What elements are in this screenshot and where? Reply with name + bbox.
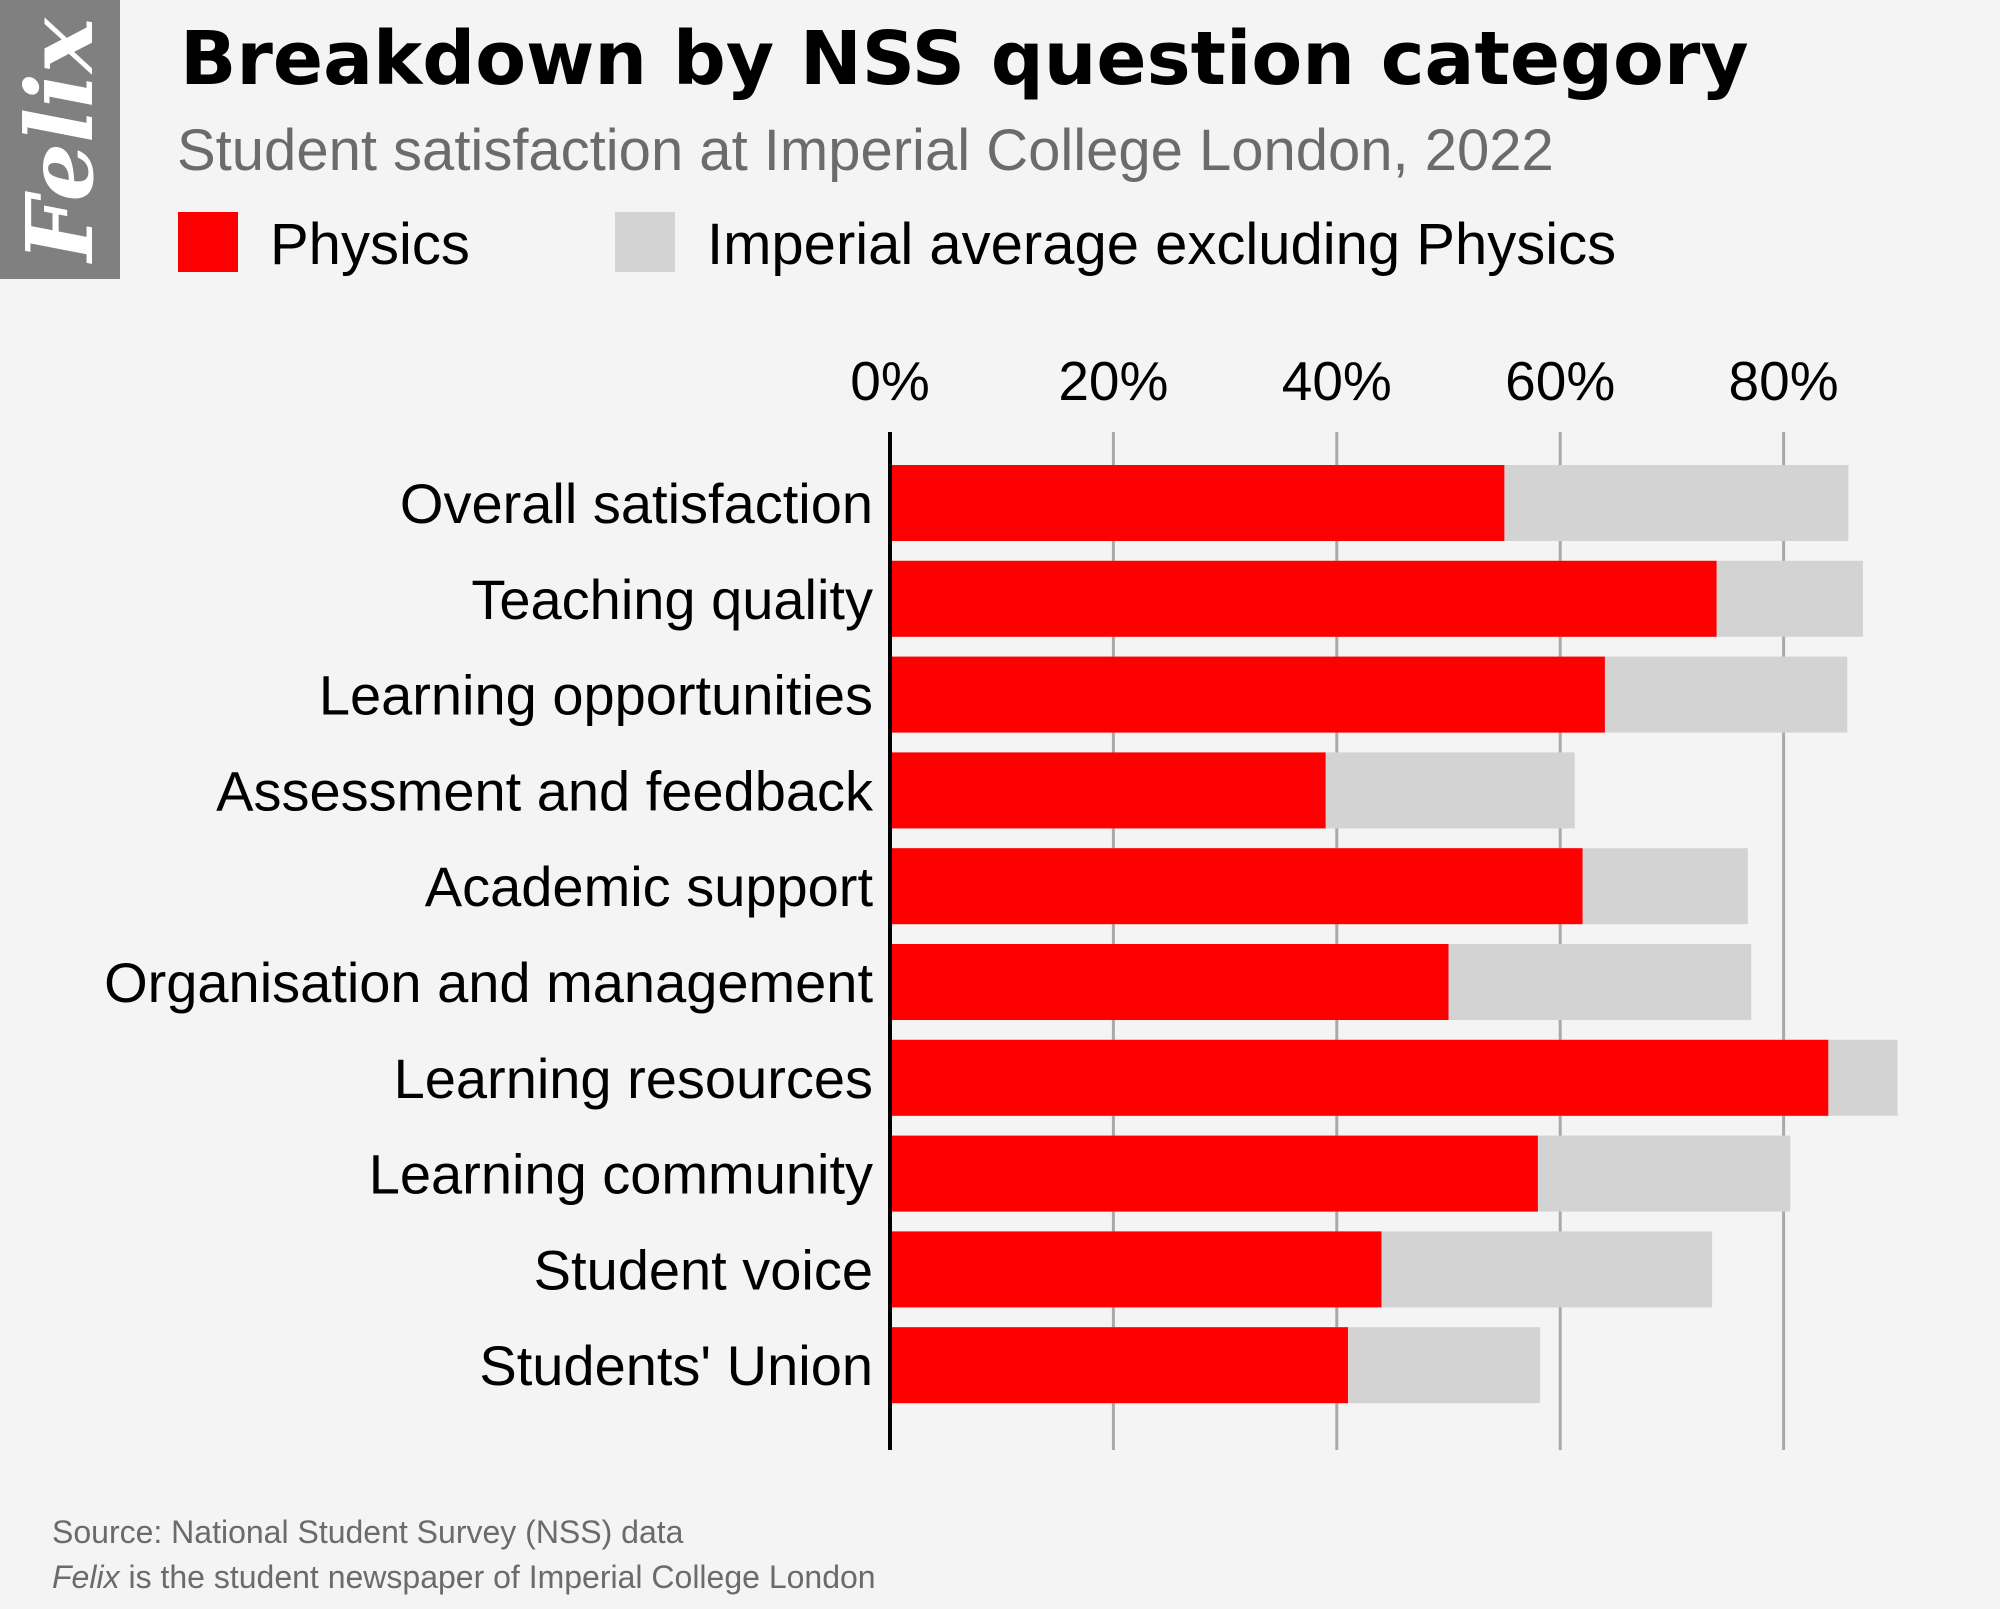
- bar-physics: [890, 944, 1449, 1020]
- bar-physics: [890, 848, 1583, 925]
- chart-subtitle: Student satisfaction at Imperial College…: [177, 118, 1554, 183]
- category-label: Students' Union: [479, 1334, 873, 1397]
- chart-title: Breakdown by NSS question category: [180, 16, 1749, 102]
- publisher-name: Felix: [52, 1559, 120, 1595]
- category-label: Academic support: [425, 855, 874, 918]
- legend-label-imperial-average: Imperial average excluding Physics: [707, 212, 1617, 277]
- legend-swatch-physics: [178, 212, 238, 272]
- legend-swatch-imperial-average: [615, 212, 675, 272]
- category-label: Overall satisfaction: [400, 472, 873, 535]
- publisher-note-text: is the student newspaper of Imperial Col…: [119, 1559, 876, 1595]
- category-label: Learning community: [369, 1143, 873, 1206]
- category-label: Student voice: [534, 1238, 873, 1301]
- bar-physics: [890, 1231, 1382, 1308]
- x-tick-label: 20%: [1058, 350, 1168, 412]
- legend-label-physics: Physics: [270, 212, 470, 277]
- category-label: Learning opportunities: [319, 664, 873, 727]
- x-tick-label: 80%: [1729, 350, 1839, 412]
- category-label: Learning resources: [394, 1047, 873, 1110]
- bar-physics: [890, 465, 1505, 541]
- category-label: Teaching quality: [471, 568, 873, 631]
- bar-physics: [890, 1327, 1348, 1404]
- bar-physics: [890, 1039, 1829, 1116]
- bar-physics: [890, 656, 1605, 733]
- x-tick-label: 40%: [1282, 350, 1392, 412]
- x-tick-label: 0%: [850, 350, 930, 412]
- publisher-note: Felix is the student newspaper of Imperi…: [52, 1561, 876, 1593]
- felix-logo: Felix: [0, 0, 120, 279]
- source-note: Source: National Student Survey (NSS) da…: [52, 1514, 684, 1550]
- category-label: Organisation and management: [104, 951, 873, 1014]
- category-label: Assessment and feedback: [216, 759, 874, 822]
- x-tick-label: 60%: [1505, 350, 1615, 412]
- bar-physics: [890, 752, 1326, 829]
- bar-physics: [890, 1135, 1538, 1212]
- bar-physics: [890, 560, 1717, 637]
